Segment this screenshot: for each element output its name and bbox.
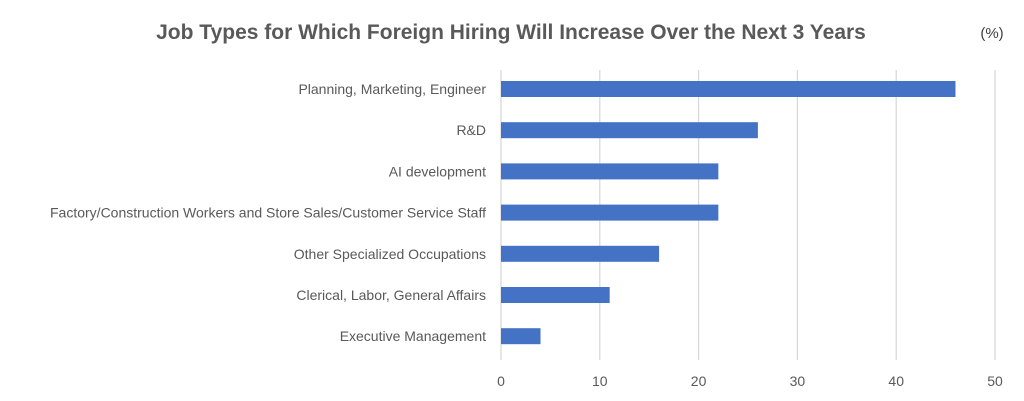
x-tick-label: 40 — [888, 373, 904, 389]
category-labels: Planning, Marketing, Engineer R&D AI devel… — [50, 81, 486, 344]
category-label: Other Specialized Occupations — [294, 246, 486, 262]
bar — [501, 163, 719, 180]
category-label: Planning, Marketing, Engineer — [298, 81, 486, 97]
category-label: Clerical, Labor, General Affairs — [296, 287, 486, 303]
x-tick-label: 0 — [497, 373, 505, 389]
chart-title: Job Types for Which Foreign Hiring Will … — [156, 21, 866, 44]
bars — [501, 81, 956, 345]
category-label: AI development — [389, 163, 486, 179]
bar — [501, 122, 758, 139]
x-tick-label: 30 — [790, 373, 806, 389]
category-label: R&D — [456, 122, 486, 138]
x-tick-label: 50 — [987, 373, 1003, 389]
category-label: Factory/Construction Workers and Store S… — [50, 205, 486, 221]
x-tick-label: 10 — [592, 373, 608, 389]
bar — [501, 204, 719, 221]
bar — [501, 81, 956, 97]
x-tick-label: 20 — [691, 373, 707, 389]
bar — [501, 245, 660, 262]
category-label: Executive Management — [340, 328, 486, 344]
bar — [501, 328, 541, 345]
unit-label: (%) — [980, 25, 1003, 42]
bar — [501, 287, 610, 303]
x-tick-labels: 0 10 20 30 40 50 — [497, 373, 1003, 389]
